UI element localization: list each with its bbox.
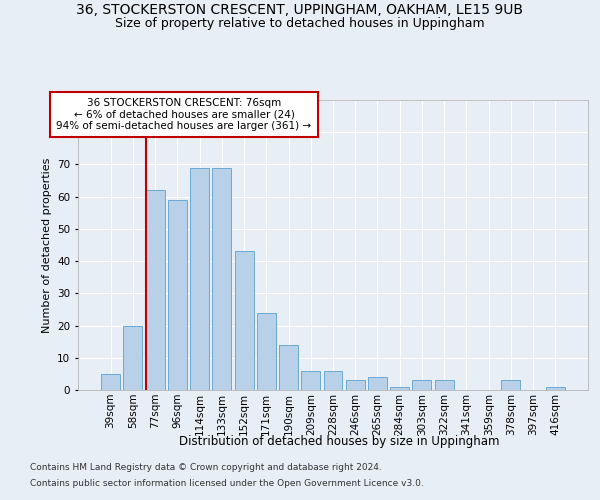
Text: Distribution of detached houses by size in Uppingham: Distribution of detached houses by size … xyxy=(179,435,499,448)
Text: 36, STOCKERSTON CRESCENT, UPPINGHAM, OAKHAM, LE15 9UB: 36, STOCKERSTON CRESCENT, UPPINGHAM, OAK… xyxy=(77,2,523,16)
Text: 36 STOCKERSTON CRESCENT: 76sqm
← 6% of detached houses are smaller (24)
94% of s: 36 STOCKERSTON CRESCENT: 76sqm ← 6% of d… xyxy=(56,98,311,131)
Bar xyxy=(257,312,276,390)
Bar xyxy=(101,374,120,390)
Bar xyxy=(368,377,387,390)
Bar xyxy=(435,380,454,390)
Bar xyxy=(390,387,409,390)
Bar xyxy=(235,252,254,390)
Bar xyxy=(412,380,431,390)
Bar xyxy=(168,200,187,390)
Bar xyxy=(279,345,298,390)
Bar xyxy=(546,387,565,390)
Bar xyxy=(124,326,142,390)
Bar xyxy=(346,380,365,390)
Bar xyxy=(190,168,209,390)
Bar xyxy=(323,370,343,390)
Text: Contains public sector information licensed under the Open Government Licence v3: Contains public sector information licen… xyxy=(30,478,424,488)
Bar xyxy=(301,370,320,390)
Text: Size of property relative to detached houses in Uppingham: Size of property relative to detached ho… xyxy=(115,18,485,30)
Y-axis label: Number of detached properties: Number of detached properties xyxy=(41,158,52,332)
Bar xyxy=(502,380,520,390)
Bar xyxy=(146,190,164,390)
Text: Contains HM Land Registry data © Crown copyright and database right 2024.: Contains HM Land Registry data © Crown c… xyxy=(30,464,382,472)
Bar xyxy=(212,168,231,390)
